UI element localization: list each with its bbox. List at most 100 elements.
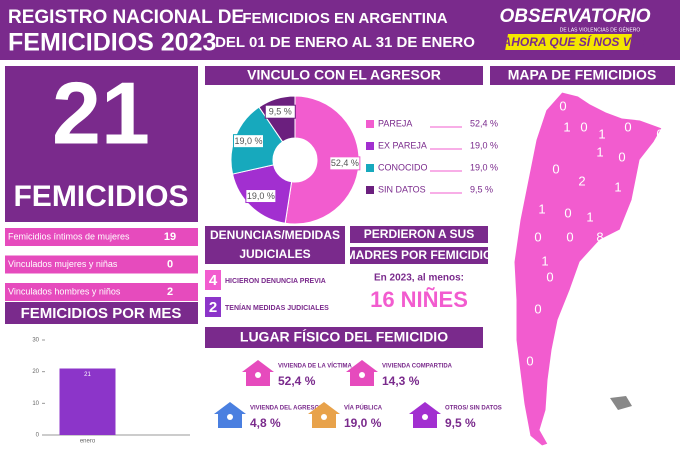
province-count: 1: [541, 253, 548, 268]
logo-band: [505, 34, 633, 50]
province-count: 0: [544, 425, 551, 440]
province-count: 0: [580, 119, 587, 134]
row-bg: [5, 228, 198, 246]
total-box: [5, 66, 198, 222]
province-count: 1: [596, 144, 603, 159]
section-title: MADRES POR FEMICIDIO: [346, 248, 493, 262]
title: REGISTRO NACIONAL DE: [8, 7, 244, 28]
islands: [610, 396, 632, 410]
map: [513, 91, 663, 447]
legend-value: 9,5 %: [470, 184, 493, 194]
province-count: 0: [566, 229, 573, 244]
row-value: 0: [167, 258, 173, 270]
y-tick-label: 0: [36, 433, 40, 439]
province-count: 0: [624, 119, 631, 134]
slice-label: 19,0 %: [234, 136, 262, 146]
slice-label-bg: [232, 134, 264, 149]
count-label: TENÍAN MEDIDAS JUDICIALES: [225, 303, 329, 312]
logo: AHORA QUE SÍ NOS VEN: [502, 34, 648, 49]
count: 4: [209, 272, 218, 289]
total-label: FEMICIDIOS: [13, 180, 188, 213]
subtitle: FEMICIDIOS EN ARGENTINA: [242, 10, 447, 27]
y-tick-label: 20: [32, 369, 39, 375]
section-title: MAPA DE FEMICIDIOS: [508, 67, 657, 83]
row-bg: [5, 283, 198, 301]
legend-swatch: [366, 186, 374, 194]
province-count: 0: [534, 301, 541, 316]
legend-swatch: [366, 120, 374, 128]
slice-label: 52,4 %: [331, 158, 359, 168]
place-value: 14,3 %: [382, 374, 420, 388]
x-tick-label: enero: [80, 439, 96, 445]
slice-label-bg: [245, 189, 277, 204]
section-title: JUDICIALES: [239, 247, 310, 261]
slice-label: 19,0 %: [247, 191, 275, 201]
place-label: OTROS/ SIN DATOS: [445, 406, 502, 412]
legend-label: CONOCIDO: [378, 162, 428, 172]
logo-small: DE LAS VIOLENCIAS DE GÉNERO: [560, 26, 641, 33]
y-tick-label: 30: [32, 338, 39, 344]
province-count: 1: [586, 209, 593, 224]
person-icon: [227, 414, 233, 420]
legend-swatch: [366, 164, 374, 172]
row-value: 19: [164, 231, 176, 243]
slice-label: 9,5 %: [269, 107, 292, 117]
count-label: HICIERON DENUNCIA PREVIA: [225, 278, 326, 285]
province-count: 0: [526, 353, 533, 368]
province-count: 0: [548, 379, 555, 394]
province-count: 1: [538, 201, 545, 216]
slice-label-bg: [329, 156, 361, 171]
section-title: LUGAR FÍSICO DEL FEMICIDIO: [240, 329, 448, 345]
logo: OBSERVATORIO: [500, 6, 651, 27]
person-icon: [255, 372, 261, 378]
count-box: [205, 270, 221, 290]
section-header: [205, 66, 483, 85]
section-title: VINCULO CON EL AGRESOR: [247, 67, 441, 83]
legend-value: 52,4 %: [470, 118, 498, 128]
province-count: 2: [578, 173, 585, 188]
section-header: [205, 226, 345, 264]
row-label: Vinculados mujeres y niñas: [8, 259, 118, 269]
pie-slice: [284, 95, 360, 225]
y-tick-label: 10: [32, 401, 39, 407]
row-label: Vinculados hombres y niños: [8, 286, 121, 296]
province-count: 0: [546, 269, 553, 284]
place-value: 9,5 %: [445, 416, 476, 430]
person-icon: [321, 414, 327, 420]
section-title: DENUNCIAS/MEDIDAS: [210, 228, 340, 242]
bar-label: 21: [84, 372, 91, 378]
province-count: 8: [596, 229, 603, 244]
place-label: VIVIENDA COMPARTIDA: [382, 364, 453, 370]
province-count: 0: [656, 126, 663, 141]
place-label: VIVIENDA DE LA VÍCTIMA: [278, 362, 353, 370]
province-count: 0: [564, 205, 571, 220]
place-value: 19,0 %: [344, 416, 382, 430]
section-header: [350, 226, 488, 243]
place-value: 4,8 %: [250, 416, 281, 430]
section-header: [5, 302, 198, 324]
province-count: 0: [618, 149, 625, 164]
row-label: Femicidios íntimos de mujeres: [8, 231, 130, 241]
province-count: 1: [563, 119, 570, 134]
slice-label-bg: [264, 104, 296, 119]
person-icon: [422, 414, 428, 420]
person-icon: [359, 372, 365, 378]
province-count: 0: [534, 229, 541, 244]
legend-label: PAREJA: [378, 118, 412, 128]
place-label: VIVIENDA DEL AGRESOR: [250, 406, 324, 412]
province-count: 1: [614, 179, 621, 194]
children-count: 16 NIÑES: [370, 287, 468, 312]
section-header: [490, 66, 675, 85]
legend-label: EX PAREJA: [378, 140, 427, 150]
section-title: PERDIERON A SUS: [364, 227, 474, 241]
legend-label: SIN DATOS: [378, 184, 426, 194]
section-header: [205, 327, 483, 348]
legend-value: 19,0 %: [470, 140, 498, 150]
section-title: FEMICIDIOS POR MES: [21, 305, 182, 322]
place-value: 52,4 %: [278, 374, 316, 388]
count-box: [205, 297, 221, 317]
row-value: 2: [167, 286, 173, 298]
place-label: VÍA PÚBLICA: [344, 404, 383, 412]
bar: [59, 368, 116, 435]
